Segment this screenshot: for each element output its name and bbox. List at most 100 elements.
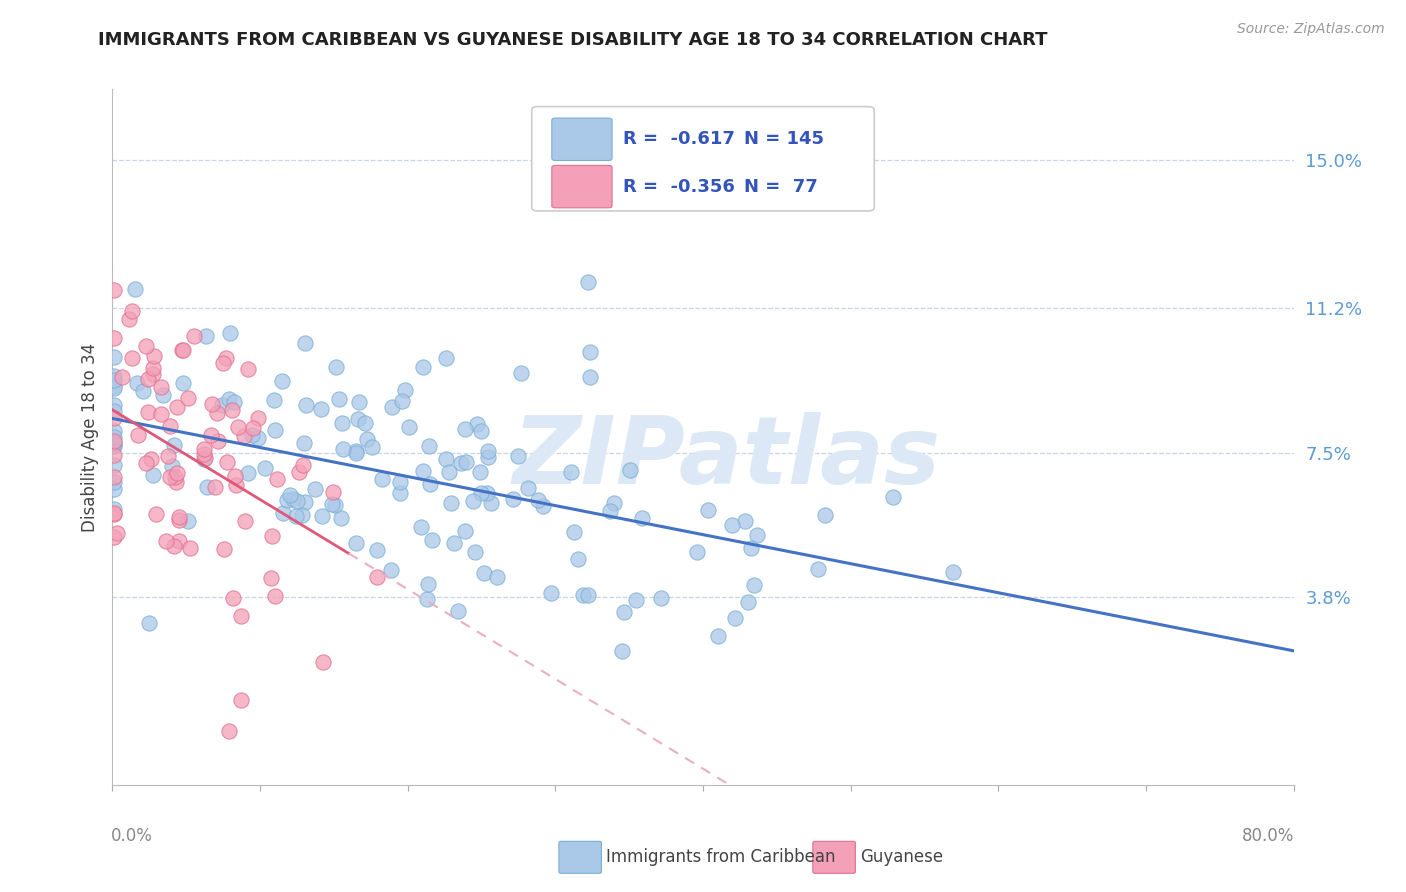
Point — [172, 376, 194, 390]
Point — [506, 449, 529, 463]
Point — [263, 423, 285, 437]
Point — [285, 509, 308, 524]
Point — [103, 368, 125, 383]
Text: Guyanese: Guyanese — [860, 848, 943, 866]
Point — [170, 343, 193, 357]
Point — [291, 508, 314, 522]
Point — [416, 592, 439, 607]
Point — [292, 458, 315, 472]
Point — [103, 330, 125, 344]
Point — [366, 542, 388, 557]
Point — [567, 552, 589, 566]
Point — [135, 339, 157, 353]
Point — [344, 535, 367, 549]
Point — [454, 422, 477, 436]
Point — [260, 529, 283, 543]
Point — [294, 494, 316, 508]
Point — [294, 335, 316, 350]
Point — [434, 452, 457, 467]
Text: ZIPatlas: ZIPatlas — [513, 412, 941, 504]
Point — [578, 370, 600, 384]
Point — [742, 578, 765, 592]
Point — [142, 367, 165, 381]
Point — [612, 644, 634, 658]
Point — [225, 478, 247, 492]
Point — [531, 499, 554, 513]
Point — [344, 446, 367, 460]
Point — [141, 451, 163, 466]
Point — [292, 436, 315, 450]
Point — [110, 370, 132, 384]
Point — [394, 383, 416, 397]
Point — [103, 530, 125, 544]
Point — [486, 570, 509, 584]
Point — [242, 421, 264, 435]
Point — [162, 438, 184, 452]
Point — [686, 545, 709, 559]
Point — [194, 451, 217, 466]
Point — [240, 427, 263, 442]
Point — [734, 515, 756, 529]
Point — [103, 438, 125, 452]
Point — [309, 401, 332, 416]
Point — [288, 465, 311, 479]
Point — [416, 576, 439, 591]
Y-axis label: Disability Age 18 to 34: Disability Age 18 to 34 — [80, 343, 98, 532]
Point — [132, 384, 155, 398]
Point — [163, 539, 186, 553]
Point — [281, 492, 304, 507]
Point — [204, 480, 226, 494]
Point — [321, 497, 343, 511]
Point — [103, 475, 125, 489]
Point — [450, 456, 472, 470]
Text: 0.0%: 0.0% — [111, 827, 153, 845]
Point — [260, 571, 283, 585]
Text: 80.0%: 80.0% — [1243, 827, 1295, 845]
Point — [266, 472, 288, 486]
Point — [434, 351, 457, 365]
Point — [412, 464, 434, 478]
Point — [502, 491, 524, 506]
Point — [219, 326, 242, 340]
Point — [143, 350, 166, 364]
Point — [381, 400, 404, 414]
Point — [294, 398, 316, 412]
Point — [526, 493, 548, 508]
Point — [103, 411, 125, 425]
Text: N = 145: N = 145 — [744, 130, 824, 148]
Point — [166, 466, 188, 480]
Point — [328, 392, 350, 406]
Point — [212, 356, 235, 370]
Point — [472, 566, 495, 581]
Point — [391, 393, 413, 408]
Point — [124, 283, 146, 297]
Point — [562, 524, 585, 539]
Point — [447, 604, 470, 618]
Point — [226, 420, 249, 434]
Point — [193, 452, 215, 467]
Point — [454, 454, 477, 468]
Point — [233, 514, 256, 528]
Point — [218, 724, 240, 739]
Point — [167, 534, 190, 549]
Point — [479, 496, 502, 510]
Point — [165, 475, 187, 490]
FancyBboxPatch shape — [531, 106, 875, 211]
Point — [572, 588, 595, 602]
Point — [172, 343, 194, 357]
Point — [142, 361, 165, 376]
Point — [136, 372, 159, 386]
Point — [103, 506, 125, 520]
Point — [152, 388, 174, 402]
Point — [103, 458, 125, 472]
Text: R =  -0.617: R = -0.617 — [623, 130, 734, 148]
Point — [346, 411, 368, 425]
Point — [177, 391, 200, 405]
Point — [323, 498, 346, 512]
Point — [103, 381, 125, 395]
Point — [121, 304, 143, 318]
Point — [560, 465, 582, 479]
Point — [218, 392, 240, 407]
Point — [619, 463, 641, 477]
Point — [103, 373, 125, 387]
